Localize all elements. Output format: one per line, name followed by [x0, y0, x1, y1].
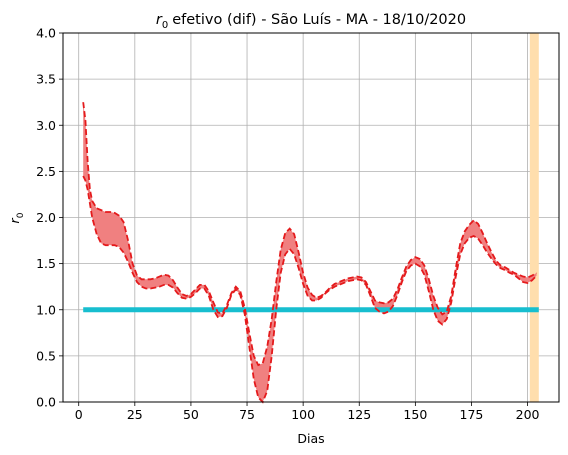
x-axis-label: Dias [297, 431, 324, 446]
chart-title: r0 efetivo (dif) - São Luís - MA - 18/10/… [156, 12, 466, 31]
y-tick-label: 0.0 [36, 395, 56, 410]
y-tick-label: 3.5 [36, 72, 56, 87]
y-tick-label: 2.5 [36, 164, 56, 179]
x-tick-label: 25 [127, 407, 143, 422]
y-tick-label: 3.0 [36, 118, 56, 133]
y-axis-ticks: 0.0 0.5 1.0 1.5 2.0 2.5 3.0 3.5 4.0 [36, 26, 63, 410]
y-tick-label: 4.0 [36, 26, 56, 41]
x-tick-label: 175 [460, 407, 484, 422]
highlight-span-rect [529, 33, 539, 402]
y-tick-label: 2.0 [36, 210, 56, 225]
lower-bound-line [82, 175, 538, 404]
x-tick-label: 75 [239, 407, 255, 422]
x-tick-label: 50 [183, 407, 199, 422]
y-tick-label: 1.0 [36, 302, 56, 317]
y-tick-label: 0.5 [36, 348, 56, 363]
highlight-span [529, 33, 539, 402]
x-axis-ticks: 0 25 50 75 100 125 150 175 200 [75, 402, 540, 422]
y-tick-label: 1.5 [36, 256, 56, 271]
x-tick-label: 0 [75, 407, 83, 422]
upper-bound-line [82, 102, 538, 367]
y-axis-label: r0 [7, 212, 26, 223]
x-tick-label: 100 [291, 407, 315, 422]
x-tick-label: 200 [516, 407, 540, 422]
series-lines [82, 102, 538, 404]
x-tick-label: 150 [403, 407, 427, 422]
x-tick-label: 125 [347, 407, 371, 422]
